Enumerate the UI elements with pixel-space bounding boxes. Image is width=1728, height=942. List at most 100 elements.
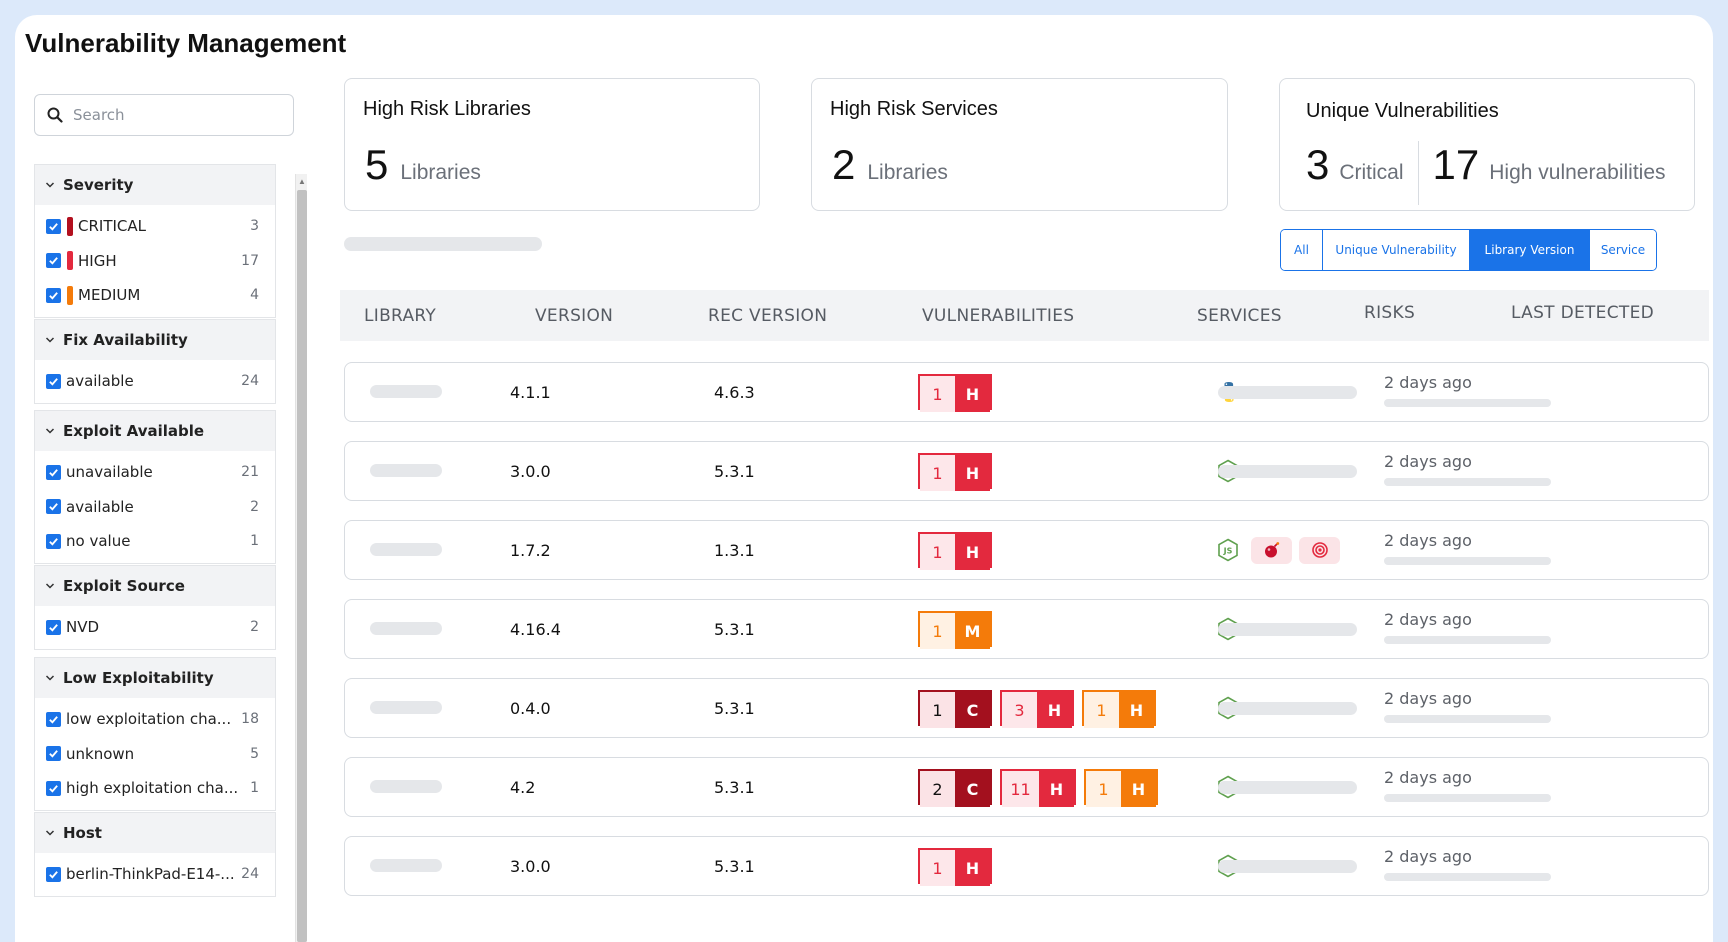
filter-checkbox[interactable] xyxy=(46,373,61,389)
filter-group-header[interactable]: Severity xyxy=(35,165,275,205)
col-vulnerabilities[interactable]: VULNERABILITIES xyxy=(922,305,1075,326)
col-risks[interactable]: RISKS xyxy=(1364,302,1416,323)
sidebar-scrollbar[interactable]: ▲ xyxy=(295,174,307,942)
filter-checkbox[interactable] xyxy=(46,866,61,882)
stat-value: 2 xyxy=(832,141,856,188)
vulnerability-count: 11 xyxy=(1002,771,1039,807)
table-row[interactable]: 0.4.05.3.11C3H1HJS12 days ago xyxy=(344,678,1709,738)
risk-chip[interactable] xyxy=(1299,536,1340,564)
filter-group-title: Fix Availability xyxy=(63,331,188,349)
filter-option-label: available xyxy=(66,497,134,516)
table-row[interactable]: 1.7.2 1.3.1 1H JS 1 2 days ago xyxy=(344,520,1709,580)
filter-option-label: berlin-ThinkPad-E14-... xyxy=(66,865,235,884)
filter-checkbox[interactable] xyxy=(46,218,61,234)
table-row[interactable]: 3.0.05.3.11HJS12 days ago xyxy=(344,441,1709,501)
filter-group-header[interactable]: Host xyxy=(35,813,275,853)
filter-option[interactable]: available 24 xyxy=(35,364,275,399)
filter-group: Exploit Source NVD 2 xyxy=(34,565,276,650)
filter-option[interactable]: HIGH 17 xyxy=(35,244,275,279)
tab-unique-vulnerability[interactable]: Unique Vulnerability xyxy=(1323,230,1470,270)
filter-option[interactable]: no value 1 xyxy=(35,524,275,559)
scrollbar-thumb[interactable] xyxy=(297,190,307,942)
filter-option[interactable]: unavailable 21 xyxy=(35,455,275,490)
stat-critical-value: 3 xyxy=(1306,141,1330,188)
filter-checkbox[interactable] xyxy=(46,711,61,727)
filter-checkbox[interactable] xyxy=(46,780,61,796)
filter-option[interactable]: NVD 2 xyxy=(35,610,275,645)
tab-service[interactable]: Service xyxy=(1590,230,1656,270)
search-input[interactable] xyxy=(73,106,273,124)
filter-checkbox[interactable] xyxy=(46,464,61,480)
filter-option-count: 3 xyxy=(250,218,259,235)
stat-high-unit: High vulnerabilities xyxy=(1489,161,1666,184)
filter-option[interactable]: MEDIUM 4 xyxy=(35,278,275,313)
severity-color-marker xyxy=(67,216,73,236)
risk-chip[interactable] xyxy=(1251,536,1292,564)
col-rec-version[interactable]: REC VERSION xyxy=(708,305,828,326)
stat-critical-unit: Critical xyxy=(1339,161,1404,184)
filter-option-count: 1 xyxy=(250,780,259,797)
filter-checkbox[interactable] xyxy=(46,746,61,762)
last-detected-text: 2 days ago xyxy=(1384,373,1472,392)
stat-high-value: 17 xyxy=(1432,141,1480,188)
filter-checkbox[interactable] xyxy=(46,253,61,269)
filter-checkbox[interactable] xyxy=(46,619,61,635)
chevron-down-icon xyxy=(45,581,63,591)
scroll-up-icon[interactable]: ▲ xyxy=(298,177,306,186)
filter-option[interactable]: berlin-ThinkPad-E14-... 24 xyxy=(35,857,275,892)
filter-option[interactable]: unknown 5 xyxy=(35,737,275,772)
vulnerability-count: 1 xyxy=(1084,692,1119,728)
filter-group-header[interactable]: Fix Availability xyxy=(35,320,275,360)
col-last-detected[interactable]: LAST DETECTED xyxy=(1511,302,1655,323)
col-version[interactable]: VERSION xyxy=(535,305,614,326)
last-detected-text: 2 days ago xyxy=(1384,768,1472,787)
filter-group-title: Host xyxy=(63,824,102,842)
filter-option[interactable]: available 2 xyxy=(35,490,275,525)
filter-checkbox[interactable] xyxy=(46,533,61,549)
table-row[interactable]: 3.0.05.3.11HJS12 days ago xyxy=(344,836,1709,896)
tab-library-version[interactable]: Library Version xyxy=(1470,230,1590,270)
filter-checkbox[interactable] xyxy=(46,287,61,303)
filter-group-header[interactable]: Low Exploitability xyxy=(35,658,275,698)
search-box[interactable] xyxy=(34,94,294,136)
filter-option-label: no value xyxy=(66,532,131,551)
version-cell: 0.4.0 xyxy=(510,698,551,718)
filter-option-count: 18 xyxy=(241,711,259,728)
col-services[interactable]: SERVICES xyxy=(1197,305,1282,326)
filter-option[interactable]: high exploitation cha... 1 xyxy=(35,771,275,806)
rec-version-cell: 1.3.1 xyxy=(714,540,755,560)
col-library[interactable]: LIBRARY xyxy=(364,305,437,326)
chevron-down-icon xyxy=(45,335,63,345)
filter-option-label: high exploitation cha... xyxy=(66,779,239,798)
table-row[interactable]: 4.16.45.3.11MJS12 days ago xyxy=(344,599,1709,659)
rec-version-cell: 5.3.1 xyxy=(714,461,755,481)
version-cell: 4.1.1 xyxy=(510,382,551,402)
filter-checkbox[interactable] xyxy=(46,499,61,515)
table-row[interactable]: 4.1.1 4.6.3 1H1 2 days ago xyxy=(344,362,1709,422)
tab-all[interactable]: All xyxy=(1281,230,1323,270)
filter-option[interactable]: low exploitation cha... 18 xyxy=(35,702,275,737)
filter-group-header[interactable]: Exploit Available xyxy=(35,411,275,451)
vulnerability-severity: C xyxy=(955,692,990,728)
last-detected-text: 2 days ago xyxy=(1384,452,1472,471)
vulnerability-count: 2 xyxy=(920,771,955,807)
table-row[interactable]: 4.25.3.12C11H1HJS12 days ago xyxy=(344,757,1709,817)
vulnerability-badge[interactable]: 11 H xyxy=(1000,769,1076,807)
version-cell: 4.16.4 xyxy=(510,619,561,639)
filter-option[interactable]: CRITICAL 3 xyxy=(35,209,275,244)
filter-group-header[interactable]: Exploit Source xyxy=(35,566,275,606)
vulnerability-severity: H xyxy=(1037,692,1072,728)
library-name-placeholder xyxy=(370,780,442,793)
filter-group-title: Exploit Available xyxy=(63,422,205,440)
